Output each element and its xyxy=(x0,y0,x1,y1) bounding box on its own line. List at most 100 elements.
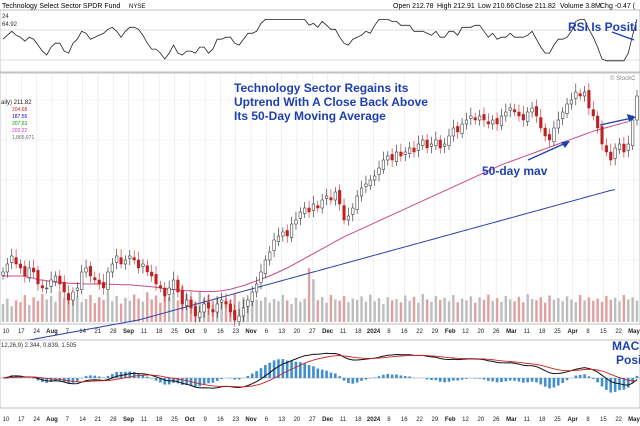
macd-annotation-2: Posi xyxy=(616,353,640,367)
volume-bar xyxy=(128,300,131,322)
volume-bar xyxy=(539,297,543,322)
volume-bar xyxy=(150,299,153,322)
candle xyxy=(10,255,14,263)
x-tick-label: 25 xyxy=(171,417,178,423)
x-tick-label: 9 xyxy=(203,417,207,423)
x-axis-labels-price: 10 17 24 Aug 7 14 21 28 Sep 11 18 25 Oct 9 16 23 Nov 6 13 2… xyxy=(3,329,640,335)
candle xyxy=(451,127,455,137)
macd-histogram-bar xyxy=(386,373,390,378)
x-tick-label: Nov xyxy=(245,417,257,423)
candle xyxy=(132,257,136,261)
annotation-line-3: Its 50-Day Moving Average xyxy=(234,109,386,123)
volume-bar xyxy=(443,297,446,322)
volume-bar xyxy=(63,298,66,322)
volume-bar xyxy=(67,292,70,322)
macd-histogram-bar xyxy=(408,376,411,378)
macd-histogram-bar xyxy=(452,378,455,381)
volume-bar xyxy=(447,301,451,322)
macd-histogram-bar xyxy=(154,378,158,381)
candle xyxy=(176,279,180,293)
volume-bar xyxy=(382,304,385,322)
macd-histogram-bar xyxy=(430,378,433,381)
volume-bar xyxy=(294,297,298,322)
macd-histogram-bar xyxy=(583,374,586,378)
volume-bar xyxy=(469,296,473,322)
candle xyxy=(145,265,149,273)
candle xyxy=(276,235,281,242)
volume-bar xyxy=(272,299,276,322)
macd-histogram-bar xyxy=(473,378,477,379)
x-tick-label: 8 xyxy=(586,329,590,335)
volume-bar xyxy=(600,301,604,322)
macd-histogram-bar xyxy=(176,378,180,384)
volume-bar xyxy=(535,300,538,322)
candle xyxy=(75,287,79,291)
volume-bar xyxy=(115,295,118,322)
candle xyxy=(224,301,228,305)
volume-bar xyxy=(609,299,612,322)
x-tick-label: 11 xyxy=(141,417,148,423)
volume-bar xyxy=(89,295,92,322)
volume-bar xyxy=(41,294,44,322)
legend-ma-4: 202.22 xyxy=(12,128,28,134)
volume-bar xyxy=(491,300,494,322)
candle xyxy=(84,267,88,273)
x-tick-label: Sep xyxy=(123,417,134,423)
volume-bar xyxy=(592,300,595,322)
x-tick-label: 21 xyxy=(95,329,102,335)
volume-bar xyxy=(102,299,105,322)
candle xyxy=(241,307,246,317)
candle xyxy=(377,167,381,175)
candle xyxy=(552,127,556,142)
candle xyxy=(390,154,394,161)
candle xyxy=(394,151,399,162)
candle xyxy=(482,114,486,121)
volume-bar xyxy=(290,304,293,322)
volume-bar xyxy=(548,295,551,322)
volume-bar xyxy=(163,289,166,322)
volume-bar xyxy=(526,294,529,322)
x-tick-label: 28 xyxy=(110,329,117,335)
candle xyxy=(23,266,27,277)
x-tick-label: 26 xyxy=(493,329,500,335)
macd-histogram-bar xyxy=(36,378,40,381)
macd-histogram-bar xyxy=(338,376,341,378)
macd-histogram-bar xyxy=(215,378,219,381)
candle xyxy=(491,119,495,125)
x-tick-label: 24 xyxy=(33,329,40,335)
macd-histogram-bar xyxy=(268,362,272,378)
volume-bar xyxy=(36,300,40,322)
volume-bar xyxy=(1,304,5,322)
candle xyxy=(246,299,250,307)
macd-histogram-bar xyxy=(10,375,14,378)
candle xyxy=(543,127,547,137)
macd-histogram-bar xyxy=(460,378,464,380)
volume-bar xyxy=(395,299,398,322)
rsi-arrow xyxy=(611,31,635,41)
volume-bar xyxy=(303,298,306,322)
x-tick-label: 11 xyxy=(141,329,148,335)
candle xyxy=(582,91,587,97)
macd-histogram-bar xyxy=(119,371,123,378)
legend-ma-1: 204.68 xyxy=(12,107,28,113)
volume-bar xyxy=(635,300,639,322)
candle xyxy=(27,267,31,278)
candle xyxy=(460,123,464,134)
macd-histogram-bar xyxy=(250,373,254,378)
macd-histogram-bar xyxy=(347,378,350,384)
volume-bar xyxy=(84,299,88,322)
candle xyxy=(272,239,276,251)
x-tick-label: 13 xyxy=(278,329,285,335)
volume-bar xyxy=(71,300,75,322)
x-tick-label: 25 xyxy=(554,417,561,423)
candle xyxy=(237,315,241,322)
volume-bar xyxy=(281,295,285,322)
x-tick-label: 20 xyxy=(294,417,301,423)
macd-histogram-bar xyxy=(198,378,202,387)
candle xyxy=(53,275,58,282)
candle xyxy=(45,287,49,290)
volume-bar xyxy=(605,295,608,322)
volume-bar xyxy=(373,301,376,322)
macd-histogram-bar xyxy=(526,378,529,383)
volume-bar xyxy=(570,299,573,322)
